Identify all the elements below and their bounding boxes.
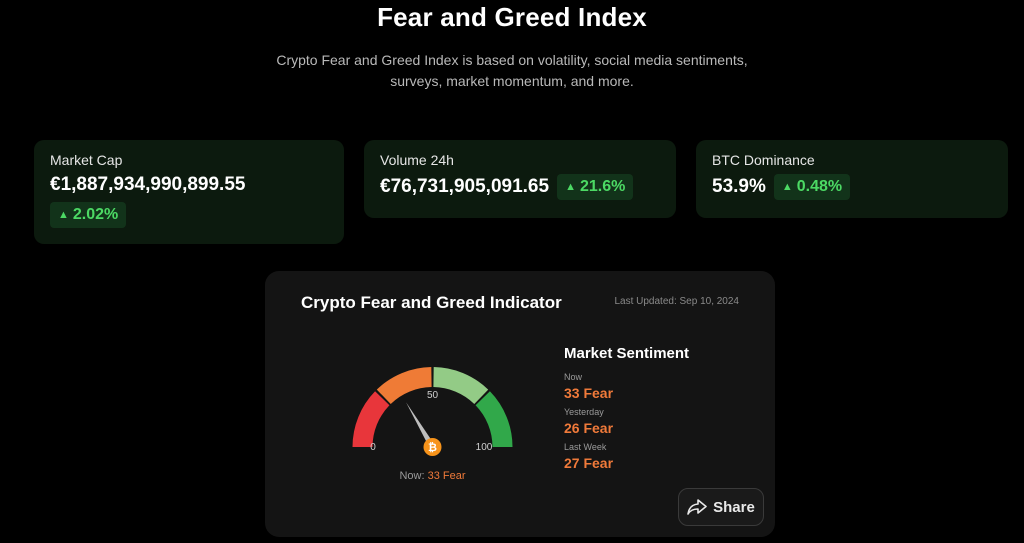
sentiment-yesterday-value: 26 Fear [564,420,614,436]
market-sentiment-title: Market Sentiment [564,345,690,362]
share-button[interactable]: Share [678,488,764,526]
svg-text:₿: ₿ [428,441,437,454]
page-subtitle: Crypto Fear and Greed Index is based on … [276,52,748,89]
gauge-needle [406,402,436,449]
market-cap-card: Market Cap €1,887,934,990,899.55 ▲ 2.02% [34,140,344,244]
page-title: Fear and Greed Index [377,2,647,32]
triangle-up-icon: ▲ [565,181,576,193]
sentiment-now-label: Now [564,372,583,382]
sentiment-now-value: 33 Fear [564,385,614,401]
now-value: 33 Fear [427,470,466,482]
gauge-max-label: 100 [476,442,493,453]
volume-change: 21.6% [579,178,626,195]
share-icon [687,499,707,515]
fear-greed-panel: Crypto Fear and Greed Indicator Last Upd… [265,271,775,537]
sentiment-yesterday-label: Yesterday [564,407,604,417]
last-updated: Last Updated: Sep 10, 2024 [614,296,739,307]
volume-label: Volume 24h [380,152,454,168]
btc-dominance-value: 53.9% [712,176,766,197]
market-cap-change-badge: ▲ 2.02% [50,202,127,228]
volume-value: €76,731,905,091.65 [380,176,550,197]
gauge-mid-label: 50 [427,390,439,401]
indicator-title: Crypto Fear and Greed Indicator [301,293,562,312]
market-sentiment: Market Sentiment Now 33 Fear Yesterday 2… [564,345,689,471]
btc-dominance-label: BTC Dominance [712,152,815,168]
bitcoin-icon [423,438,442,456]
btc-dominance-card: BTC Dominance 53.9% ▲ 0.48% [696,140,1008,218]
gauge-segment-extreme-fear [352,391,390,447]
market-cap-change: 2.02% [72,206,119,223]
fear-greed-gauge: ₿ 0 50 100 [352,367,513,456]
gauge-segment-extreme-greed [475,391,513,447]
gauge-min-label: 0 [370,442,376,453]
triangle-up-icon: ▲ [781,181,793,193]
gauge-segment-fear [376,367,432,404]
btc-dominance-change: 0.48% [796,178,843,195]
now-prefix: Now: [399,470,425,482]
volume-card: Volume 24h €76,731,905,091.65 ▲ 21.6% [364,140,676,218]
market-cap-label: Market Cap [50,152,123,168]
sentiment-last-week-label: Last Week [564,442,607,452]
btc-dominance-change-badge: ▲ 0.48% [773,174,851,200]
sentiment-last-week-value: 27 Fear [564,455,614,471]
share-label: Share [713,498,755,516]
gauge-segment-greed [433,367,489,404]
market-cap-value: €1,887,934,990,899.55 [50,174,246,195]
gauge-now-readout: Now: 33 Fear [345,470,520,482]
volume-change-badge: ▲ 21.6% [557,174,634,200]
triangle-up-icon: ▲ [58,209,69,221]
